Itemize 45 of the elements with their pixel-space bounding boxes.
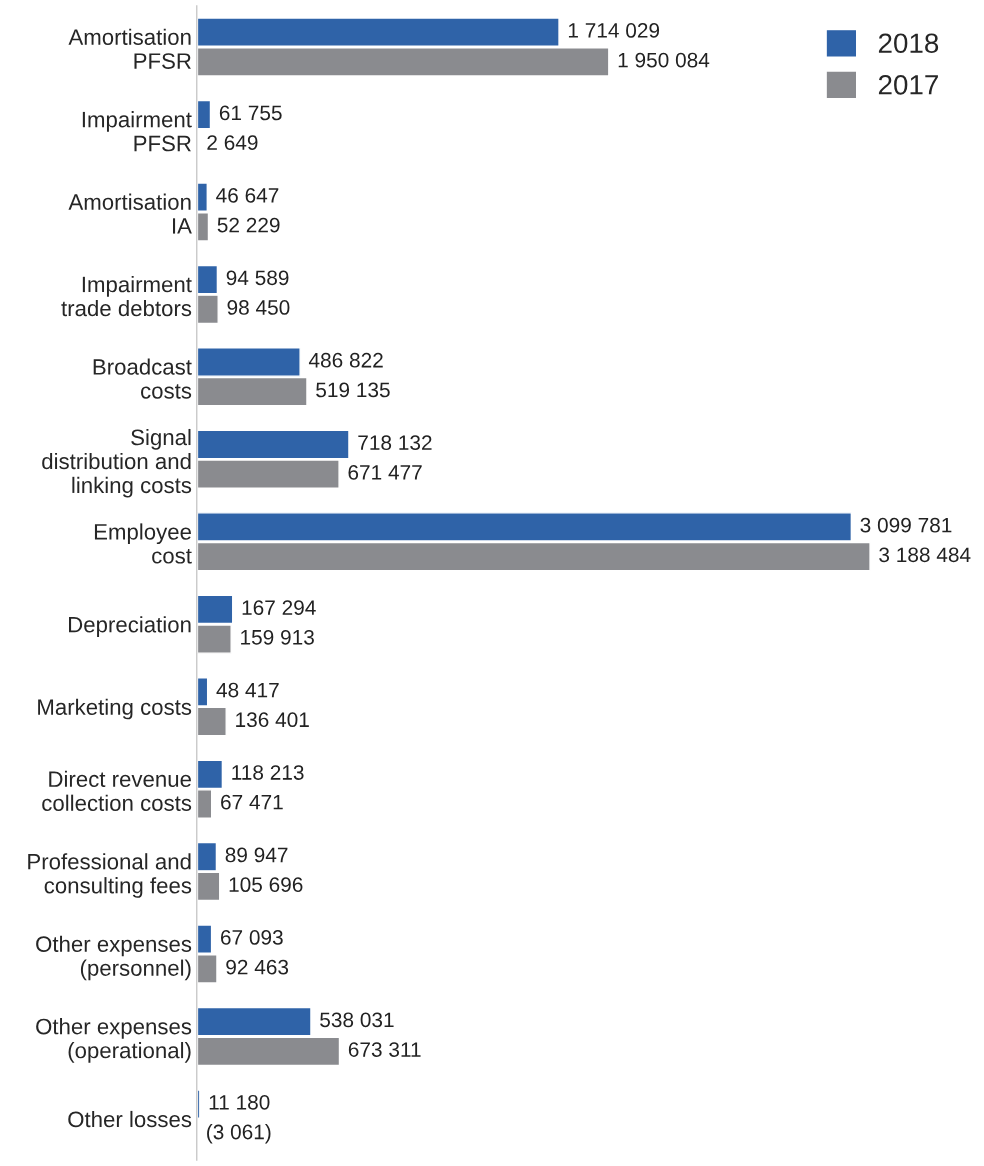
data-label: 1 950 084 xyxy=(618,52,710,68)
data-label: 1 714 029 xyxy=(568,23,660,38)
y-tick-label: Other expenses (personnel) xyxy=(36,935,192,981)
data-label: 52 229 xyxy=(217,217,280,233)
data-label: 3 099 781 xyxy=(860,517,952,533)
data-label: 89 947 xyxy=(225,847,288,863)
data-label: 94 589 xyxy=(226,270,289,286)
y-tick-label: Impairment trade debtors xyxy=(61,276,192,317)
data-label: 118 213 xyxy=(232,765,304,780)
data-label: 671 477 xyxy=(348,465,422,480)
legend-label: 2017 xyxy=(878,74,938,95)
y-tick-label: Other expenses (operational) xyxy=(36,1018,192,1063)
y-tick-label: Amortisation IA xyxy=(68,193,192,234)
data-label: (3 061) xyxy=(207,1124,271,1144)
data-label: 105 696 xyxy=(229,877,303,893)
y-tick-label: Amortisation PFSR xyxy=(68,28,191,69)
data-label: 61 755 xyxy=(219,105,282,121)
data-label: 159 913 xyxy=(241,629,314,645)
data-label: 46 647 xyxy=(216,187,279,203)
y-tick-label: Broadcast costs xyxy=(93,358,192,399)
bar xyxy=(196,99,212,130)
data-label: 2 649 xyxy=(207,135,258,150)
y-tick-label: Professional and consulting fees xyxy=(28,853,192,898)
data-label: 538 031 xyxy=(320,1012,394,1028)
y-tick-label: Impairment PFSR xyxy=(82,111,192,152)
data-label: 11 180 xyxy=(209,1094,270,1110)
data-label: 486 822 xyxy=(308,352,383,368)
y-tick-label: Employee cost xyxy=(94,523,192,564)
data-label: 718 132 xyxy=(358,435,432,451)
data-label: 673 311 xyxy=(348,1042,421,1057)
data-label: 98 450 xyxy=(227,300,290,315)
data-label: 92 463 xyxy=(226,959,289,975)
data-label: 519 135 xyxy=(316,382,390,398)
data-label: 67 471 xyxy=(221,794,283,810)
data-label: 67 093 xyxy=(220,930,283,945)
data-label: 167 294 xyxy=(242,600,316,615)
y-tick-label: Other losses xyxy=(68,1110,192,1128)
y-tick-label: Direct revenue collection costs xyxy=(42,770,192,811)
data-label: 3 188 484 xyxy=(879,547,971,563)
data-label: 136 401 xyxy=(236,712,309,728)
y-tick-label: Marketing costs xyxy=(38,698,192,720)
data-label: 48 417 xyxy=(216,682,279,698)
legend-label: 2018 xyxy=(878,33,939,54)
y-tick-label: Depreciation xyxy=(69,616,191,637)
y-tick-label: Signal distribution and linking costs xyxy=(42,428,192,498)
